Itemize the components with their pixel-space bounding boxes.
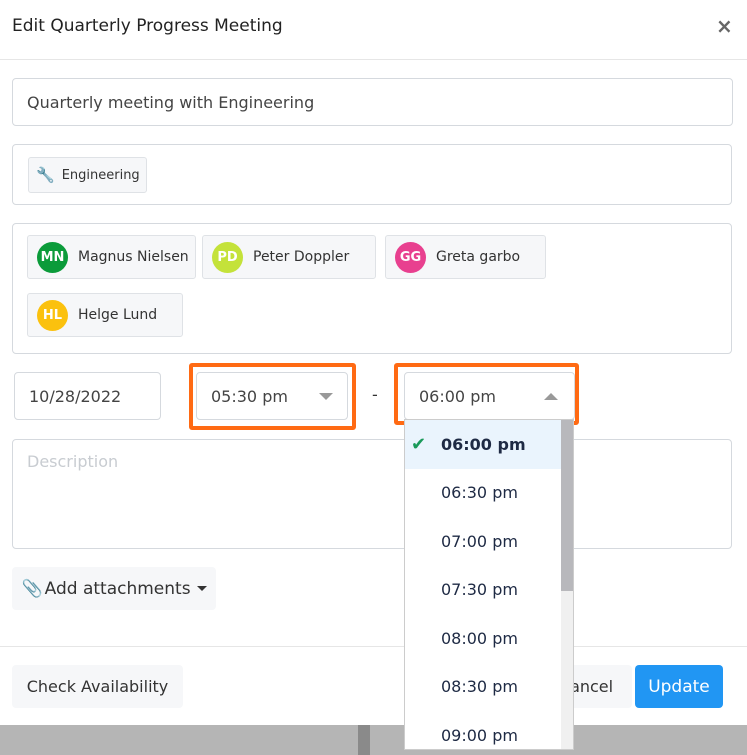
- check-icon: ✔: [411, 433, 427, 455]
- chevron-down-icon: [319, 393, 333, 400]
- end-time-value: 06:00 pm: [419, 386, 496, 406]
- edit-meeting-dialog: Edit Quarterly Progress Meeting × Quarte…: [0, 0, 747, 725]
- avatar: PD: [212, 241, 243, 273]
- title-input[interactable]: Quarterly meeting with Engineering: [12, 78, 733, 126]
- time-option[interactable]: ✔ 06:00 pm: [405, 420, 562, 469]
- date-input[interactable]: 10/28/2022: [14, 372, 161, 420]
- end-time-dropdown: ✔ 06:00 pm 06:30 pm 07:00 pm 07:30 pm 08:…: [404, 419, 574, 750]
- caret-down-icon: [196, 586, 207, 591]
- attendee-name: Magnus Nielsen: [78, 249, 189, 265]
- scrollbar-thumb[interactable]: [561, 420, 573, 591]
- description-input[interactable]: Description: [12, 439, 732, 549]
- header-divider: [0, 59, 747, 60]
- attendees-field[interactable]: MN Magnus Nielsen PD Peter Doppler GG Gr…: [12, 223, 732, 354]
- dialog-title: Edit Quarterly Progress Meeting: [12, 16, 283, 36]
- time-option[interactable]: 08:00 pm: [441, 628, 518, 648]
- attendee-chip[interactable]: PD Peter Doppler: [202, 235, 376, 279]
- add-attachments-button[interactable]: 📎 Add attachments: [12, 567, 216, 610]
- start-time-select[interactable]: 05:30 pm: [196, 372, 348, 420]
- wrench-icon: 🔧: [36, 166, 55, 184]
- attendee-name: Greta garbo: [436, 249, 521, 265]
- time-option[interactable]: 07:00 pm: [441, 531, 518, 551]
- check-availability-button[interactable]: Check Availability: [12, 665, 183, 708]
- attendee-chip[interactable]: MN Magnus Nielsen: [27, 235, 196, 279]
- start-time-value: 05:30 pm: [211, 386, 288, 406]
- attendee-chip[interactable]: GG Greta garbo: [385, 235, 546, 279]
- team-field[interactable]: 🔧 Engineering: [12, 144, 732, 205]
- add-attachments-label: Add attachments: [44, 578, 191, 599]
- paperclip-icon: 📎: [21, 578, 43, 599]
- time-option[interactable]: 07:30 pm: [441, 580, 518, 600]
- time-option[interactable]: 09:00 pm: [441, 725, 518, 745]
- start-time-highlight: [189, 363, 356, 430]
- avatar: MN: [37, 241, 68, 273]
- avatar: HL: [37, 299, 68, 331]
- team-chip[interactable]: 🔧 Engineering: [28, 157, 147, 193]
- chevron-up-icon: [544, 393, 558, 400]
- close-icon[interactable]: ×: [716, 14, 733, 38]
- team-label: Engineering: [61, 167, 140, 183]
- time-option[interactable]: 06:30 pm: [441, 483, 518, 503]
- attendee-name: Helge Lund: [78, 307, 158, 323]
- time-option[interactable]: 08:30 pm: [441, 677, 518, 697]
- attendee-chip[interactable]: HL Helge Lund: [27, 293, 183, 337]
- dropdown-scrollbar[interactable]: [561, 420, 573, 749]
- end-time-select[interactable]: 06:00 pm: [404, 372, 575, 420]
- time-separator: -: [372, 385, 378, 404]
- update-button[interactable]: Update: [635, 665, 723, 708]
- avatar: GG: [395, 241, 426, 273]
- attendee-name: Peter Doppler: [253, 249, 350, 265]
- footer-divider: [0, 646, 747, 647]
- background-divider: [358, 725, 370, 755]
